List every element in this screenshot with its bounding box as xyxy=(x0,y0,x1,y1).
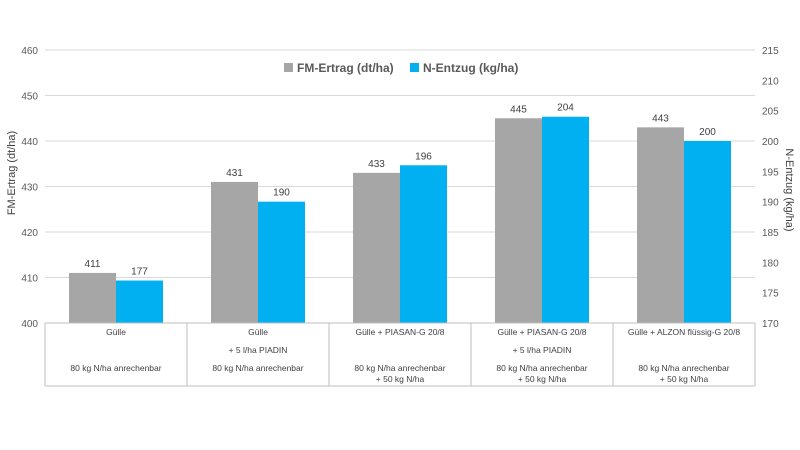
category-label: + 5 l/ha PIADIN xyxy=(229,345,288,355)
right-axis-title: N-Entzug (kg/ha) xyxy=(783,148,795,231)
right-tick-label: 190 xyxy=(762,198,779,209)
right-tick-label: 205 xyxy=(762,107,779,118)
category-label: 80 kg N/ha anrechenbar xyxy=(496,363,587,373)
bar-fm-ertrag xyxy=(69,272,116,323)
right-tick-label: 185 xyxy=(762,228,779,239)
bar-n-entzug xyxy=(116,280,163,323)
category-label: Gülle xyxy=(248,327,268,337)
bar-fm-ertrag xyxy=(637,127,684,323)
category-label: Gülle + PIASAN-G 20/8 xyxy=(497,327,586,337)
data-label: 190 xyxy=(273,188,290,199)
left-tick-label: 410 xyxy=(21,274,38,285)
category-label: 80 kg N/ha anrechenbar xyxy=(70,363,161,373)
data-label: 204 xyxy=(557,103,574,114)
left-tick-label: 450 xyxy=(21,92,38,103)
right-axis-ticks: 170 175 180 185 190 195 200 205 210 215 xyxy=(762,46,779,330)
category-label: 80 kg N/ha anrechenbar xyxy=(638,363,729,373)
data-label: 433 xyxy=(368,159,385,170)
left-tick-label: 400 xyxy=(21,319,38,330)
left-tick-label: 420 xyxy=(21,228,38,239)
category-label: + 50 kg N/ha xyxy=(376,374,425,384)
left-tick-label: 460 xyxy=(21,46,38,57)
left-axis-ticks: 400 410 420 430 440 450 460 xyxy=(21,46,38,330)
data-label: 177 xyxy=(131,267,148,278)
data-label: 200 xyxy=(699,127,716,138)
right-tick-label: 175 xyxy=(762,289,779,300)
right-tick-label: 215 xyxy=(762,46,779,57)
left-tick-label: 440 xyxy=(21,137,38,148)
category-label: 80 kg N/ha anrechenbar xyxy=(212,363,303,373)
legend-label-fm-ertrag: FM-Ertrag (dt/ha) xyxy=(297,61,394,75)
data-label: 196 xyxy=(415,151,432,162)
left-tick-label: 430 xyxy=(21,183,38,194)
data-label: 443 xyxy=(652,113,669,124)
bar-n-entzug xyxy=(258,201,305,323)
bar-fm-ertrag xyxy=(495,118,542,323)
legend-swatch-n-entzug xyxy=(410,63,419,72)
bar-n-entzug xyxy=(400,165,447,323)
bar-n-entzug xyxy=(684,141,731,323)
category-label: Gülle xyxy=(106,327,126,337)
right-tick-label: 180 xyxy=(762,258,779,269)
category-label: + 50 kg N/ha xyxy=(660,374,709,384)
right-tick-label: 210 xyxy=(762,76,779,87)
category-label: 80 kg N/ha anrechenbar xyxy=(354,363,445,373)
legend-swatch-fm-ertrag xyxy=(284,63,293,72)
data-label: 431 xyxy=(226,168,243,179)
data-label: 411 xyxy=(85,259,101,270)
legend: FM-Ertrag (dt/ha) N-Entzug (kg/ha) xyxy=(284,61,518,75)
category-table: Gülle 80 kg N/ha anrechenbar Gülle + 5 l/ha… xyxy=(44,322,756,387)
bar-fm-ertrag xyxy=(211,181,258,323)
legend-label-n-entzug: N-Entzug (kg/ha) xyxy=(423,61,518,75)
category-label: Gülle + ALZON flüssig-G 20/8 xyxy=(628,327,740,337)
category-label: + 50 kg N/ha xyxy=(518,374,567,384)
bar-n-entzug xyxy=(542,116,589,323)
category-label: + 5 l/ha PIADIN xyxy=(513,345,572,355)
bars: 411 177 431 190 433 196 445 204 443 200 xyxy=(69,103,731,323)
data-label: 445 xyxy=(510,104,527,115)
category-label: Gülle + PIASAN-G 20/8 xyxy=(355,327,444,337)
right-tick-label: 170 xyxy=(762,319,779,330)
right-tick-label: 195 xyxy=(762,167,779,178)
right-tick-label: 200 xyxy=(762,137,779,148)
left-axis-title: FM-Ertrag (dt/ha) xyxy=(6,131,18,215)
bar-fm-ertrag xyxy=(353,172,400,323)
